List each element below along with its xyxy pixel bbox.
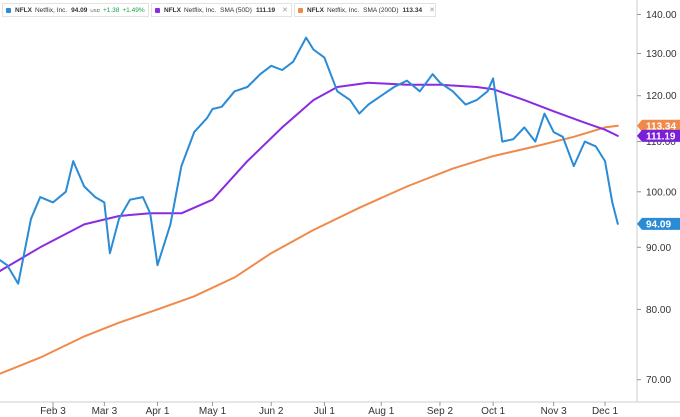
legend-sma200-symbol: NFLX (307, 6, 324, 14)
legend-price-value: 94.09 (71, 6, 88, 14)
series-lines (0, 36, 619, 375)
x-tick-label: Oct 1 (481, 406, 505, 417)
y-tick-label: 90.00 (646, 243, 671, 254)
sma50-line (0, 81, 619, 273)
y-tick-label: 140.00 (646, 10, 677, 21)
legend-sma50-value: 111.19 (255, 6, 276, 14)
legend-sma200-swatch (298, 7, 303, 13)
legend-sma50-indicator: SMA (50D) (220, 6, 252, 14)
x-tick-labels: Feb 3 Mar 3 Apr 1 May 1 Jun 2 Jul 1 Aug 1 Sep 2… (40, 402, 618, 417)
legend-price-swatch (6, 7, 11, 13)
legend-sma50-name: Netflix, Inc. (183, 6, 217, 14)
x-tick-label: Jul 1 (314, 406, 336, 417)
x-tick-label: May 1 (199, 406, 227, 417)
y-tick-label: 130.00 (646, 49, 677, 60)
close-icon[interactable]: ✕ (429, 7, 435, 14)
value-badge-label: 113.34 (646, 122, 676, 133)
y-tick-label: 110.00 (646, 137, 676, 148)
y-tick-labels: 70.00 80.00 90.00 100.00 110.00 120.00 130.00 1… (637, 10, 677, 386)
x-tick-label: Aug 1 (368, 406, 395, 417)
x-tick-label: Jun 2 (259, 406, 284, 417)
y-tick-label: 120.00 (646, 91, 677, 102)
legend-price-change-pct: +1.49% (122, 6, 145, 14)
x-tick-label: Apr 1 (146, 406, 170, 417)
legend-sma200[interactable]: NFLX Netflix, Inc. SMA (200D) 113.34 ✕ (294, 3, 436, 17)
close-icon[interactable]: ✕ (282, 7, 288, 14)
x-tick-label: Dec 1 (592, 406, 619, 417)
legend-price-unit: USD (90, 7, 100, 13)
legend-sma50-symbol: NFLX (164, 6, 181, 14)
x-tick-label: Sep 2 (427, 406, 454, 417)
x-tick-label: Nov 3 (541, 406, 568, 417)
value-badge: 113.34 (637, 119, 680, 133)
value-badge: 94.09 (637, 217, 680, 231)
axes (0, 0, 680, 403)
x-tick-label: Feb 3 (40, 406, 66, 417)
x-tick-label: Mar 3 (92, 406, 118, 417)
value-badge-label: 111.19 (646, 132, 676, 143)
legend-sma50[interactable]: NFLX Netflix, Inc. SMA (50D) 111.19 ✕ (151, 3, 292, 17)
legend-price-name: Netflix, Inc. (34, 6, 68, 14)
legend-price-symbol: NFLX (15, 6, 32, 14)
sma200-line (0, 124, 619, 375)
value-badge: 111.19 (637, 129, 680, 143)
value-badge-label: 94.09 (646, 220, 671, 231)
legend-sma200-indicator: SMA (200D) (363, 6, 399, 14)
y-tick-label: 70.00 (646, 375, 671, 386)
legend-price[interactable]: NFLX Netflix, Inc. 94.09 USD +1.38 +1.49… (2, 3, 158, 17)
legend-price-change: +1.38 (102, 6, 120, 14)
price-line (0, 36, 619, 285)
legend-sma200-name: Netflix, Inc. (326, 6, 360, 14)
legend-sma50-swatch (155, 7, 160, 13)
y-tick-label: 100.00 (646, 187, 677, 198)
y-tick-label: 80.00 (646, 305, 671, 316)
legend-sma200-value: 113.34 (402, 6, 423, 14)
